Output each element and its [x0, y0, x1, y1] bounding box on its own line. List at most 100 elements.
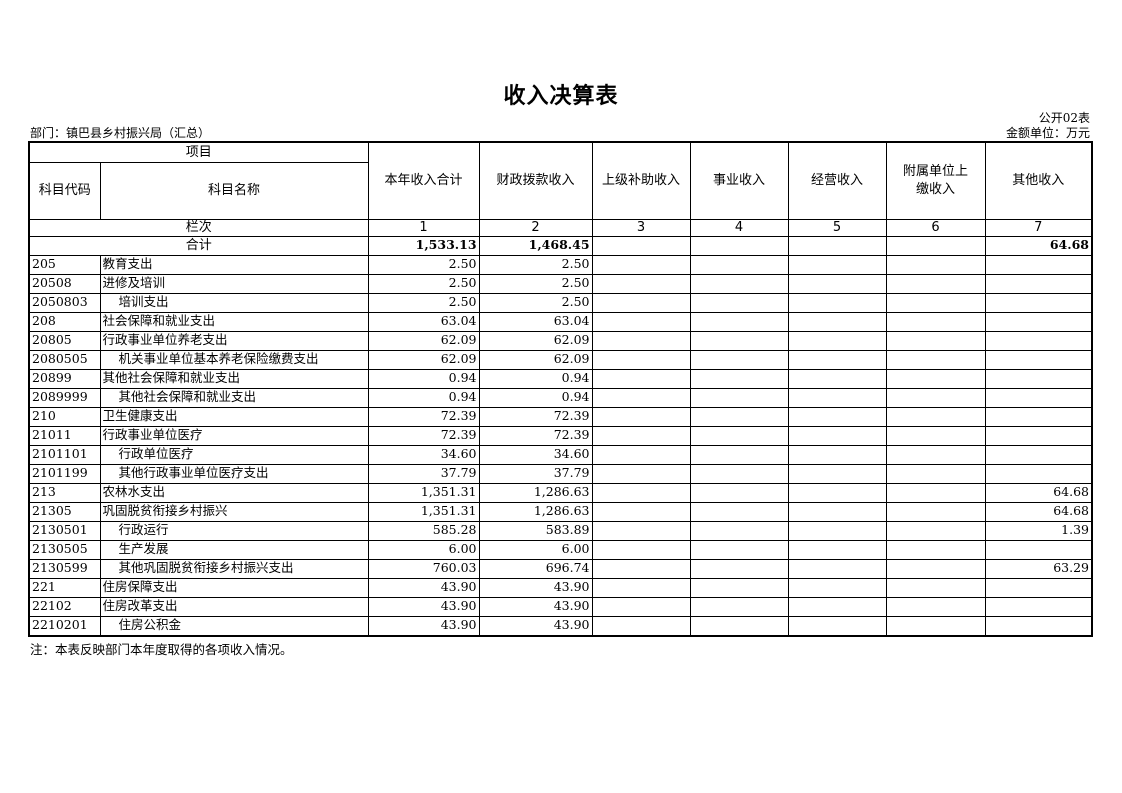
column-number: 2 [478, 218, 593, 237]
table-row: 208 社会保障和就业支出 63.04 63.04 [28, 311, 1093, 332]
subject-code: 20899 [28, 368, 101, 389]
amount-cell [885, 254, 986, 275]
amount-cell [591, 311, 691, 332]
amount-cell: 2.50 [478, 273, 593, 294]
amount-cell: 62.09 [367, 330, 480, 351]
amount-cell [885, 501, 986, 522]
subject-name: 培训支出 [99, 292, 369, 313]
subject-name: 进修及培训 [99, 273, 369, 294]
subject-code: 2130599 [28, 558, 101, 579]
subject-code: 210 [28, 406, 101, 427]
amount-cell [984, 368, 1093, 389]
amount-cell [689, 406, 789, 427]
amount-cell: 62.09 [367, 349, 480, 370]
amount-cell [591, 387, 691, 408]
amount-cell [787, 482, 887, 503]
amount-cell: 1.39 [984, 520, 1093, 541]
amount-cell [787, 292, 887, 313]
amount-cell [591, 577, 691, 598]
amount-cell: 1,351.31 [367, 501, 480, 522]
amount-cell [689, 501, 789, 522]
column-number: 5 [787, 218, 887, 237]
amount-cell [689, 330, 789, 351]
amount-cell [591, 558, 691, 579]
amount-cell [984, 615, 1093, 636]
amount-cell: 72.39 [478, 425, 593, 446]
table-row: 2101101 行政单位医疗 34.60 34.60 [28, 444, 1093, 465]
column-number: 3 [591, 218, 691, 237]
subject-name: 其他社会保障和就业支出 [99, 368, 369, 389]
subject-code: 213 [28, 482, 101, 503]
amount-cell: 43.90 [367, 577, 480, 598]
amount-cell: 0.94 [367, 387, 480, 408]
amount-cell [689, 254, 789, 275]
table-row: 2050803 培训支出 2.50 2.50 [28, 292, 1093, 313]
amount-cell: 1,286.63 [478, 482, 593, 503]
subject-name: 卫生健康支出 [99, 406, 369, 427]
unit-label: 金额单位：万元 [1005, 126, 1090, 140]
subject-name: 行政运行 [99, 520, 369, 541]
amount-cell: 2.50 [478, 292, 593, 313]
amount-cell [591, 254, 691, 275]
table-row: 221 住房保障支出 43.90 43.90 [28, 577, 1093, 598]
amount-cell: 0.94 [478, 387, 593, 408]
amount-cell: 63.04 [478, 311, 593, 332]
table-row: 22102 住房改革支出 43.90 43.90 [28, 596, 1093, 617]
amount-cell [689, 558, 789, 579]
amount-cell [984, 254, 1093, 275]
amount-cell [885, 482, 986, 503]
table-row: 20805 行政事业单位养老支出 62.09 62.09 [28, 330, 1093, 351]
amount-cell [787, 558, 887, 579]
amount-cell: 43.90 [367, 615, 480, 636]
amount-cell [885, 311, 986, 332]
amount-cell [689, 273, 789, 294]
header-code: 科目代码 [28, 161, 101, 220]
total-value [689, 235, 789, 256]
subject-name: 社会保障和就业支出 [99, 311, 369, 332]
total-value [591, 235, 691, 256]
amount-cell [689, 596, 789, 617]
amount-cell: 2.50 [367, 254, 480, 275]
amount-cell [787, 463, 887, 484]
amount-cell [885, 387, 986, 408]
table-row: 20508 进修及培训 2.50 2.50 [28, 273, 1093, 294]
subject-name: 农林水支出 [99, 482, 369, 503]
amount-cell [787, 539, 887, 560]
header-col-4: 事业收入 [689, 141, 789, 220]
amount-cell [885, 425, 986, 446]
amount-cell [591, 368, 691, 389]
header-col-5: 经营收入 [787, 141, 887, 220]
amount-cell [984, 387, 1093, 408]
subject-code: 20508 [28, 273, 101, 294]
amount-cell: 34.60 [367, 444, 480, 465]
subject-name: 住房保障支出 [99, 577, 369, 598]
amount-cell: 37.79 [367, 463, 480, 484]
amount-cell: 64.68 [984, 482, 1093, 503]
subject-code: 21305 [28, 501, 101, 522]
amount-cell: 43.90 [478, 596, 593, 617]
amount-cell: 696.74 [478, 558, 593, 579]
amount-cell [591, 292, 691, 313]
amount-cell: 62.09 [478, 349, 593, 370]
column-number: 1 [367, 218, 480, 237]
amount-cell: 72.39 [478, 406, 593, 427]
subject-code: 2210201 [28, 615, 101, 636]
amount-cell: 2.50 [367, 292, 480, 313]
amount-cell [885, 292, 986, 313]
amount-cell: 34.60 [478, 444, 593, 465]
amount-cell [689, 482, 789, 503]
header-col-1: 本年收入合计 [367, 141, 480, 220]
subject-name: 机关事业单位基本养老保险缴费支出 [99, 349, 369, 370]
subject-name: 行政事业单位养老支出 [99, 330, 369, 351]
amount-cell: 1,286.63 [478, 501, 593, 522]
amount-cell [984, 349, 1093, 370]
amount-cell [885, 539, 986, 560]
amount-cell [591, 349, 691, 370]
amount-cell [689, 444, 789, 465]
amount-cell [787, 349, 887, 370]
total-value: 64.68 [984, 235, 1093, 256]
column-number: 6 [885, 218, 986, 237]
table-row: 21011 行政事业单位医疗 72.39 72.39 [28, 425, 1093, 446]
subject-name: 行政单位医疗 [99, 444, 369, 465]
amount-cell [591, 520, 691, 541]
